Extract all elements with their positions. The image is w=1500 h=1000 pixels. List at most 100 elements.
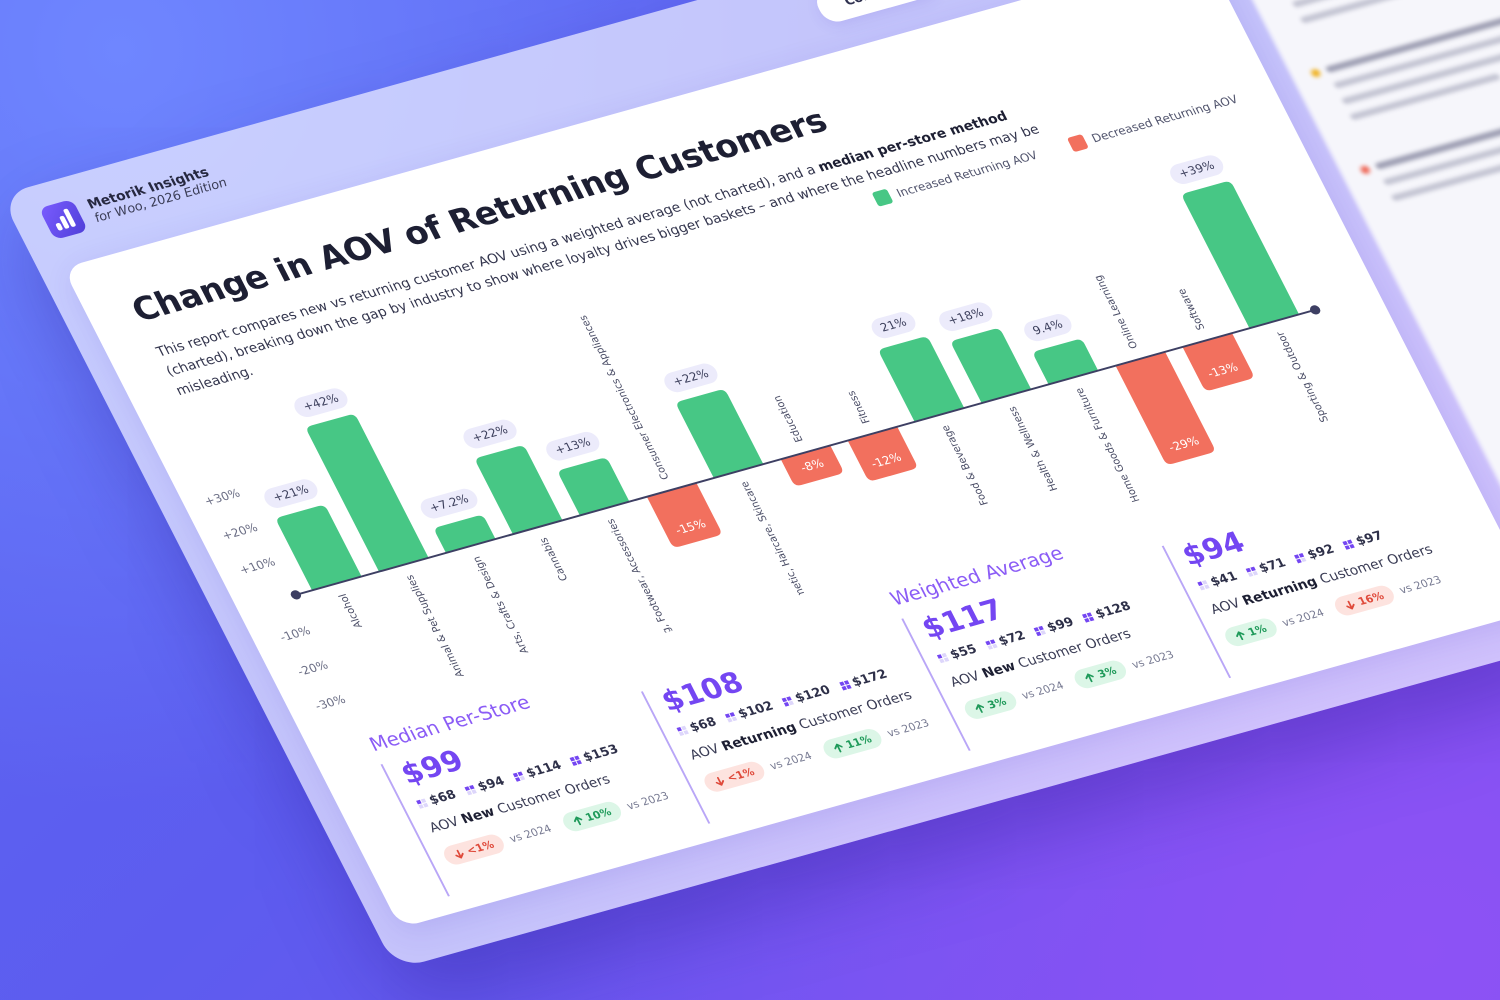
bar	[435, 515, 496, 553]
axis-end	[1310, 305, 1321, 315]
change-compare: vs 2024	[1279, 606, 1327, 630]
category-label: Sporting & Outdoor	[1274, 330, 1332, 424]
category-label: Arts, Crafts & Design	[470, 555, 531, 655]
change-compare: vs 2024	[1019, 679, 1066, 702]
change-compare: vs 2024	[767, 749, 815, 773]
value-pill	[871, 312, 916, 339]
quartile-cell	[519, 775, 526, 781]
change-badge: <1%	[440, 832, 508, 867]
quartile-value: $128	[1093, 599, 1134, 622]
change: 10% vs 2023	[559, 786, 673, 834]
quartile-cell	[943, 657, 950, 662]
quartile-cell	[1252, 570, 1259, 576]
bar	[307, 414, 429, 572]
value-label: 21%	[878, 315, 909, 335]
quartile-icon	[464, 784, 478, 796]
category-label: Online Learning	[1092, 274, 1141, 350]
quartile: $68	[675, 715, 719, 739]
quartile-cell	[1301, 557, 1307, 562]
blurred-dot	[1309, 67, 1322, 79]
change-badge: 10%	[559, 799, 625, 834]
quartile-cell	[423, 802, 429, 808]
change-value: 10%	[583, 805, 614, 824]
quartile-value: $94	[475, 774, 508, 795]
quartile-value: $114	[523, 758, 565, 781]
bar	[476, 446, 563, 535]
value-label: -8%	[798, 456, 826, 475]
quartile: $55	[936, 642, 980, 666]
category-label: Software	[1175, 287, 1207, 331]
category-label: Consumer Electronics & Appliances	[577, 314, 672, 481]
change-compare: vs 2024	[507, 822, 554, 846]
quartile-value: $97	[1353, 528, 1386, 549]
quartile-cell	[845, 684, 852, 690]
bar	[847, 426, 917, 481]
label-prefix: AOV	[687, 741, 723, 764]
quartile-icon	[416, 798, 429, 809]
quartile-icon	[781, 696, 795, 707]
quartile-cell	[992, 643, 998, 649]
quartile-cell	[1349, 543, 1356, 549]
quartile: $71	[1244, 555, 1289, 580]
report-card: Change in AOV of Returning Customers Thi…	[62, 0, 1500, 928]
change-badge: <1%	[700, 759, 768, 795]
quartile-icon	[1033, 625, 1047, 637]
bar	[646, 482, 721, 547]
arrow-shape	[573, 815, 582, 825]
changes: <1% vs 2024 11% vs 2023	[700, 707, 954, 795]
label-prefix: AOV	[1208, 595, 1243, 618]
quartile: $72	[984, 629, 1028, 653]
stat-group: Weighted Average $117 $55 $72 $99 $128 AOV New…	[886, 443, 1492, 756]
quartile-value: $99	[1044, 615, 1077, 636]
change-compare: vs 2023	[1397, 573, 1444, 597]
blurred-line	[1299, 0, 1471, 24]
change-arrow	[1235, 630, 1245, 640]
bar	[277, 505, 362, 591]
quartile-cell	[683, 730, 689, 735]
bar	[952, 328, 1032, 404]
quartile-value: $68	[426, 787, 459, 809]
quartile-icon	[724, 712, 738, 723]
change-compare: vs 2023	[624, 789, 671, 813]
contents-tab[interactable]: Contents	[811, 0, 941, 26]
change: <1% vs 2024	[700, 746, 816, 795]
arrow-shape	[833, 743, 843, 753]
arrow-shape	[1235, 630, 1245, 640]
quartile: $120	[781, 683, 833, 709]
quartile-icon	[676, 725, 689, 736]
quartile: $128	[1081, 599, 1134, 625]
category-label: Food & Beverage	[939, 424, 991, 507]
change-badge: 1%	[1221, 616, 1281, 649]
stat-card: $108 $68 $102 $120 $172 AOV Returning Custome…	[640, 619, 967, 824]
quartile-value: $41	[1208, 569, 1241, 590]
value-pill	[1170, 155, 1224, 185]
quartile-value: $172	[849, 667, 890, 690]
change: 3% vs 2024	[961, 676, 1068, 722]
quartile: $114	[512, 758, 564, 784]
category-label: Animal & Pet Supplies	[403, 574, 466, 679]
change-compare: vs 2023	[1129, 648, 1177, 672]
y-tick-label: +20%	[219, 520, 260, 542]
quartile-value: $72	[996, 628, 1029, 649]
blurred-line	[1374, 106, 1500, 170]
changes: <1% vs 2024 10% vs 2023	[440, 780, 693, 867]
quartile-icon	[1197, 580, 1210, 591]
quartile-icon	[1342, 539, 1356, 550]
change-value: <1%	[464, 838, 497, 858]
quartile-value: $55	[947, 642, 980, 663]
change-value: 3%	[1095, 664, 1119, 681]
quartile-value: $71	[1256, 555, 1289, 577]
label-prefix: AOV	[426, 814, 462, 837]
change-badge: 3%	[1071, 658, 1130, 691]
quartile-value: $68	[687, 714, 720, 736]
changes: 3% vs 2024 3% vs 2023	[961, 635, 1214, 722]
category-label: Education	[771, 394, 806, 443]
stat-card: $94 $41 $71 $92 $97 AOV Returning Customer Or…	[1161, 473, 1488, 679]
quartile: $68	[415, 788, 459, 812]
change: 11% vs 2023	[819, 713, 934, 761]
change-arrow	[1346, 600, 1355, 610]
category-label: Cosmetic, Haircare, Skincare	[738, 480, 817, 616]
bar	[559, 458, 630, 516]
stat-group: Median Per-Store $99 $68 $94 $114 $153 AOV New…	[365, 589, 971, 902]
